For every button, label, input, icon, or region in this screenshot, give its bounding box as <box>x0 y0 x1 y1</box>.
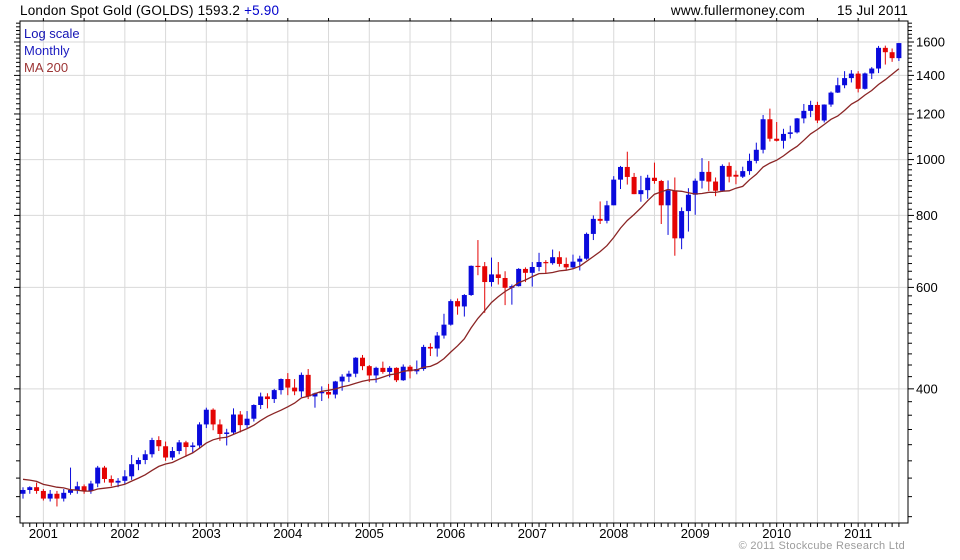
copyright-notice: © 2011 Stockcube Research Ltd <box>738 540 905 552</box>
svg-text:1600: 1600 <box>916 34 945 49</box>
year-label: 2004 <box>273 526 302 541</box>
svg-text:600: 600 <box>916 280 938 295</box>
year-label: 2006 <box>436 526 465 541</box>
svg-text:1200: 1200 <box>916 106 945 121</box>
svg-text:400: 400 <box>916 381 938 396</box>
svg-text:1400: 1400 <box>916 68 945 83</box>
year-label: 2007 <box>518 526 547 541</box>
legend-ma200: MA 200 <box>24 60 69 75</box>
date-label: 15 Jul 2011 <box>836 3 908 18</box>
year-label: 2005 <box>355 526 384 541</box>
x-axis-labels: 2001 2002 2003 2004 2005 2006 2007 2008 2009 2010… <box>29 526 872 541</box>
legend-log-scale: Log scale <box>24 26 80 41</box>
website-label: www.fullermoney.com <box>670 3 805 18</box>
svg-text:1000: 1000 <box>916 152 945 167</box>
year-label: 2011 <box>844 526 872 541</box>
year-label: 2009 <box>681 526 710 541</box>
instrument-name: London Spot Gold (GOLDS) <box>20 3 194 18</box>
chart-legend: Log scale Monthly MA 200 <box>24 25 80 76</box>
header-right: www.fullermoney.com 15 Jul 2011 <box>671 3 908 18</box>
grid-layer <box>20 21 908 523</box>
candles-layer <box>20 42 902 507</box>
year-label: 2008 <box>599 526 628 541</box>
ma200-line <box>22 68 900 492</box>
last-price: 1593.2 <box>197 3 241 18</box>
y-axis-labels: 400 600 800 1000 1200 1400 1600 <box>916 34 945 396</box>
chart-title: London Spot Gold (GOLDS) 1593.2 +5.90 <box>20 3 279 18</box>
year-label: 2002 <box>110 526 139 541</box>
year-label: 2010 <box>762 526 791 541</box>
svg-text:800: 800 <box>916 208 938 223</box>
price-change: +5.90 <box>244 3 280 18</box>
year-label: 2001 <box>29 526 58 541</box>
year-label: 2003 <box>192 526 221 541</box>
axis-ticks <box>14 18 914 527</box>
legend-interval: Monthly <box>24 43 70 58</box>
